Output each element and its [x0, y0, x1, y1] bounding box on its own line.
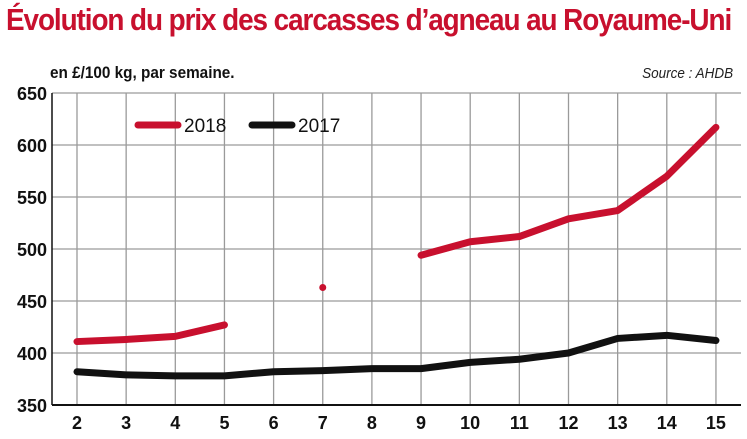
chart-title: Évolution du prix des carcasses d’agneau… — [6, 2, 732, 37]
y-tick-label-650: 650 — [17, 84, 47, 104]
x-tick-label-9: 9 — [416, 413, 426, 433]
x-tick-label-5: 5 — [219, 413, 229, 433]
x-tick-label-7: 7 — [318, 413, 328, 433]
y-tick-label-450: 450 — [17, 292, 47, 312]
chart-source: Source : AHDB — [641, 65, 733, 82]
y-tick-label-550: 550 — [17, 188, 47, 208]
y-tick-label-350: 350 — [17, 396, 47, 416]
series-2018-line-segment-3 — [417, 123, 720, 259]
x-tick-label-6: 6 — [269, 413, 279, 433]
series-2017-line-segment-1 — [73, 331, 720, 380]
x-tick-label-12: 12 — [558, 413, 578, 433]
legend-label-2018: 2018 — [184, 116, 226, 137]
series-2018-point — [319, 283, 327, 291]
x-tick-label-10: 10 — [460, 413, 480, 433]
y-tick-label-600: 600 — [17, 136, 47, 156]
series-2018-line-segment-1 — [73, 321, 228, 346]
chart-subtitle: en £/100 kg, par semaine. — [50, 63, 235, 82]
x-tick-label-14: 14 — [657, 413, 677, 433]
y-tick-label-500: 500 — [17, 240, 47, 260]
x-tick-label-11: 11 — [510, 413, 529, 433]
x-tick-label-3: 3 — [121, 413, 131, 433]
x-tick-label-2: 2 — [72, 413, 82, 433]
x-tick-label-15: 15 — [706, 413, 726, 433]
x-tick-label-8: 8 — [367, 413, 377, 433]
x-tick-label-13: 13 — [608, 413, 628, 433]
y-tick-label-400: 400 — [17, 344, 47, 364]
legend-label-2017: 2017 — [298, 116, 340, 137]
x-tick-label-4: 4 — [170, 413, 180, 433]
